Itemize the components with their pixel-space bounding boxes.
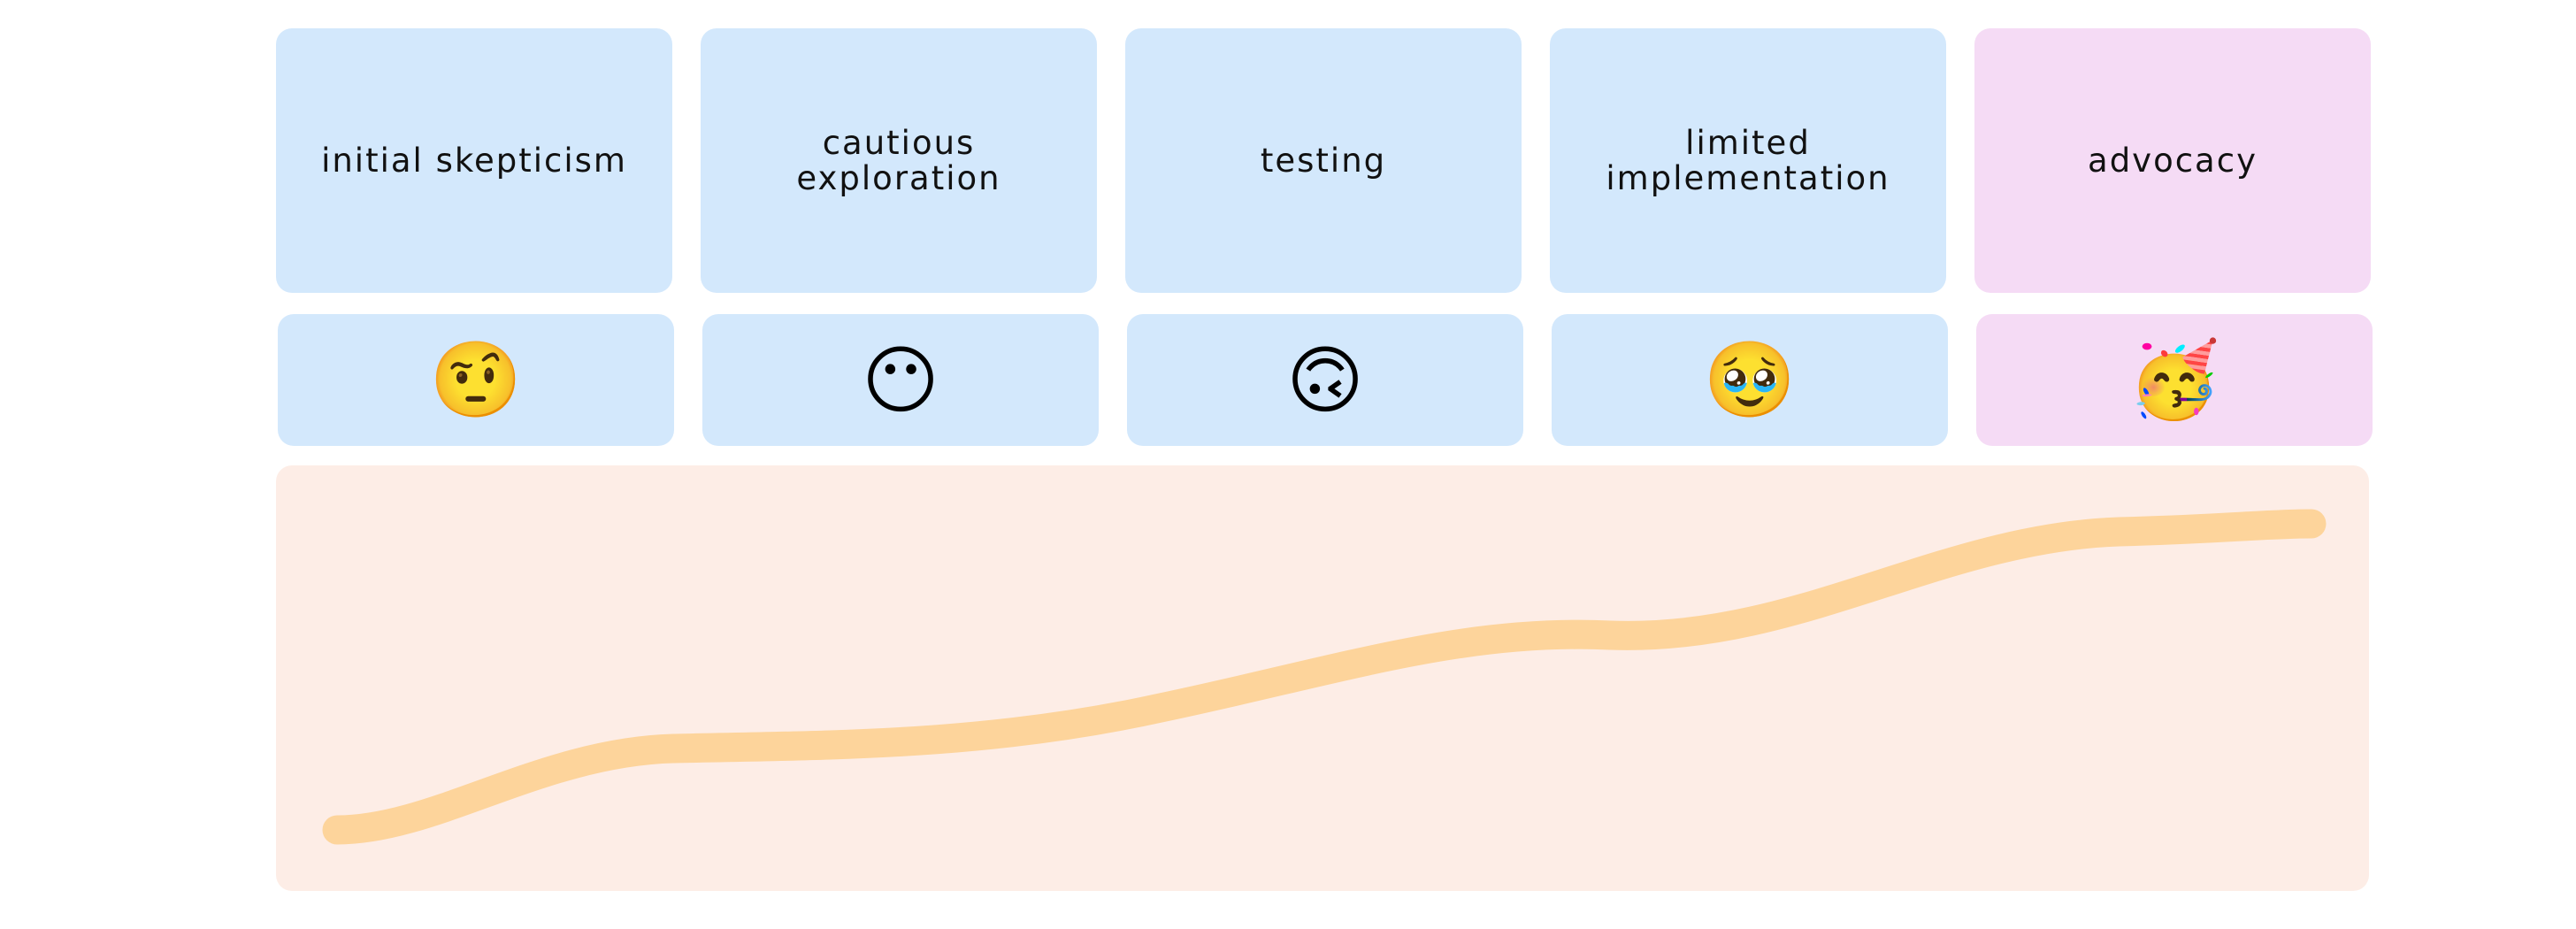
emoji-card: 🤨 [278,314,674,446]
stage-card-initial-skepticism: initial skepticism [276,28,672,293]
face-holding-back-tears-icon: 🥹 [1703,336,1797,423]
stage-label: advocacy [2088,141,2258,180]
journey-panel [276,465,2369,891]
upside-down-face-icon: 🙃 [1286,336,1364,424]
emoji-card: 🥳 [1976,314,2373,446]
stage-card-testing: testing [1125,28,1522,293]
stage-card-cautious-exploration: cautious exploration [701,28,1097,293]
journey-curve-svg [322,509,2327,845]
partying-face-icon: 🥳 [2128,336,2221,423]
stage-card-limited-implementation: limited implementation [1550,28,1946,293]
stage-card-advocacy: advocacy [1974,28,2371,293]
stage-label: initial skepticism [321,141,627,180]
emoji-card: 😶 [702,314,1099,446]
emoji-card: 🥹 [1552,314,1948,446]
emoji-card: 🙃 [1127,314,1523,446]
face-with-raised-eyebrow-icon: 🤨 [429,336,523,423]
face-without-mouth-icon: 😶 [862,336,939,424]
stage-label: limited implementation [1606,123,1890,197]
stage-label: cautious exploration [796,123,1001,197]
stage-label: testing [1260,141,1387,180]
journey-line [322,509,2327,845]
